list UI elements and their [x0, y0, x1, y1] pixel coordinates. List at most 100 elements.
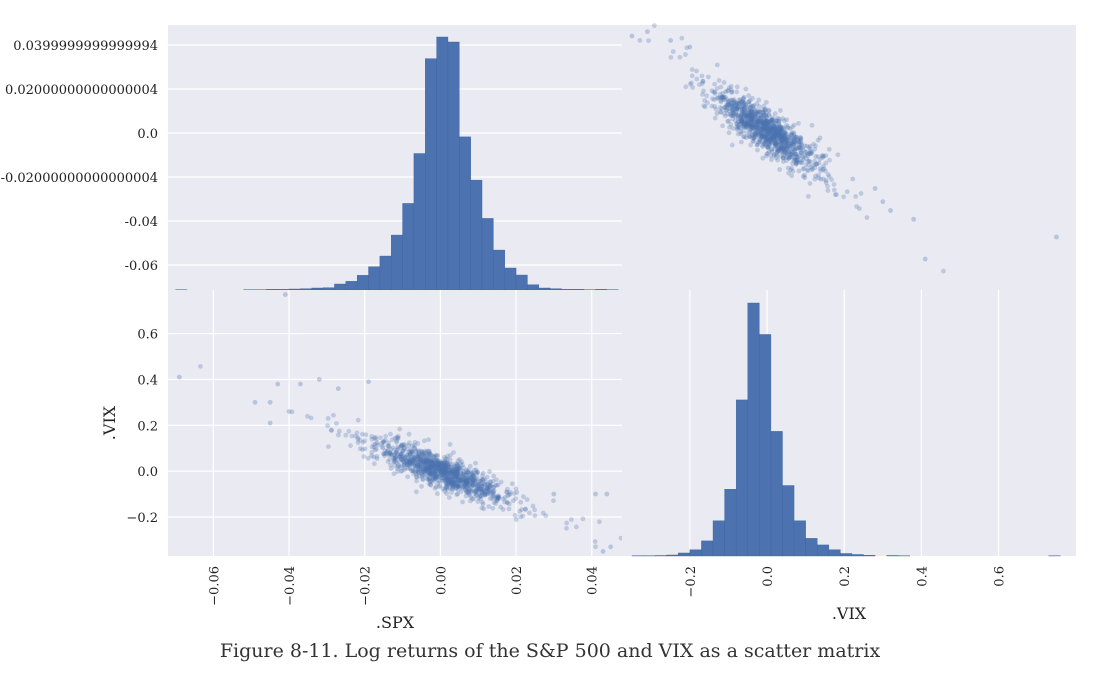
scatter-point — [786, 143, 792, 149]
scatter-point — [505, 493, 510, 499]
scatter-point — [458, 477, 464, 483]
scatter-point — [415, 467, 421, 473]
scatter-point — [718, 84, 724, 90]
scatter-point — [493, 477, 499, 483]
scatter-point — [469, 477, 475, 483]
scatter-point — [789, 141, 794, 147]
scatter-point — [735, 115, 741, 121]
y-tick-label: −0.2 — [126, 511, 158, 526]
scatter-point — [512, 491, 517, 496]
scatter-point — [447, 481, 453, 486]
y-tick-label: 0.0 — [137, 465, 158, 480]
scatter-point — [755, 129, 761, 135]
scatter-point — [436, 478, 442, 483]
scatter-point — [484, 490, 490, 496]
scatter-point — [745, 120, 751, 126]
scatter-point — [530, 503, 536, 509]
scatter-point — [467, 463, 473, 469]
scatter-point — [458, 478, 464, 483]
scatter-point — [786, 156, 792, 161]
scatter-point — [371, 442, 377, 447]
scatter-point — [437, 474, 442, 479]
scatter-point — [741, 109, 747, 115]
scatter-point — [721, 94, 727, 100]
scatter-point — [427, 475, 433, 481]
scatter-point — [771, 139, 777, 145]
scatter-point — [441, 466, 446, 471]
scatter-point — [465, 481, 470, 486]
scatter-point — [419, 452, 425, 458]
scatter-point — [414, 462, 420, 468]
scatter-point — [433, 471, 439, 477]
scatter-point — [474, 485, 480, 491]
scatter-point — [408, 461, 414, 467]
scatter-point — [429, 464, 434, 470]
scatter-point — [753, 127, 759, 133]
scatter-point — [447, 465, 452, 470]
scatter-point — [394, 451, 400, 456]
scatter-point — [399, 442, 405, 448]
scatter-point — [711, 89, 717, 95]
scatter-point — [754, 118, 760, 123]
scatter-point — [413, 464, 419, 470]
scatter-point — [436, 462, 442, 467]
scatter-point — [754, 101, 760, 107]
scatter-point — [495, 495, 501, 501]
scatter-point — [796, 145, 802, 150]
scatter-point — [739, 99, 745, 105]
scatter-point — [442, 486, 448, 492]
scatter-point — [462, 487, 468, 493]
scatter-point — [422, 457, 427, 463]
scatter-point — [435, 462, 441, 468]
scatter-point — [795, 160, 800, 166]
scatter-point — [734, 125, 740, 131]
scatter-point — [701, 88, 706, 94]
scatter-point — [752, 131, 758, 137]
scatter-point — [452, 464, 457, 470]
scatter-point — [765, 127, 771, 133]
x-axis-label-spx: .SPX — [376, 613, 415, 632]
scatter-point — [428, 471, 434, 477]
scatter-point — [762, 120, 768, 125]
scatter-point — [813, 173, 818, 179]
scatter-point — [401, 462, 407, 468]
vix-histogram-bar — [793, 520, 806, 557]
scatter-point — [421, 460, 427, 466]
scatter-point — [761, 134, 767, 140]
scatter-point — [740, 95, 746, 101]
scatter-point — [778, 149, 784, 155]
scatter-point — [806, 158, 812, 164]
scatter-point — [455, 470, 461, 476]
scatter-point — [776, 121, 782, 127]
scatter-point — [755, 130, 761, 136]
scatter-point — [775, 131, 780, 137]
scatter-point — [713, 106, 719, 112]
scatter-point — [750, 115, 756, 121]
scatter-point — [742, 124, 748, 129]
scatter-point — [764, 131, 770, 137]
scatter-point — [414, 478, 419, 484]
scatter-point — [771, 129, 777, 135]
scatter-point — [749, 116, 755, 122]
scatter-point — [475, 499, 481, 504]
scatter-point — [746, 113, 752, 119]
scatter-point — [720, 94, 726, 100]
scatter-point — [360, 439, 366, 445]
scatter-point — [759, 110, 765, 115]
scatter-point — [461, 468, 466, 474]
scatter-point — [771, 131, 777, 137]
scatter-point — [756, 133, 762, 139]
scatter-point — [761, 121, 766, 127]
scatter-point — [804, 156, 809, 162]
scatter-point — [750, 95, 755, 101]
scatter-point — [412, 469, 418, 475]
scatter-point — [355, 435, 361, 440]
scatter-point — [445, 467, 451, 473]
scatter-point — [475, 481, 481, 487]
scatter-point — [787, 143, 792, 149]
scatter-point — [427, 466, 432, 472]
scatter-point — [394, 449, 400, 455]
scatter-point — [717, 91, 723, 97]
scatter-point — [759, 135, 764, 141]
scatter-point — [780, 116, 786, 121]
